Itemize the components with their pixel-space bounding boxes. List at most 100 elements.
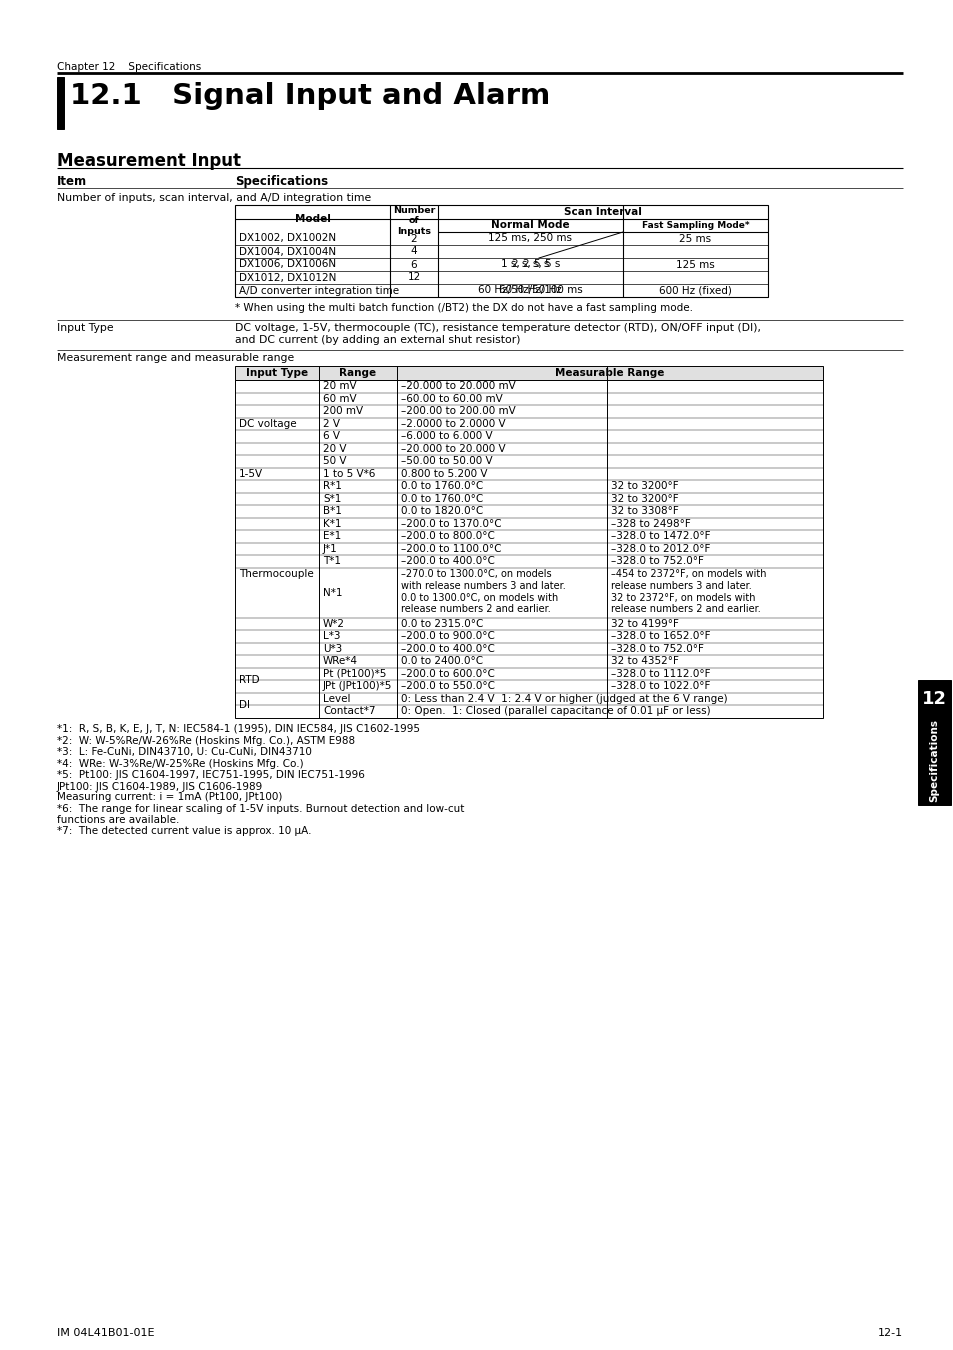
Text: –6.000 to 6.000 V: –6.000 to 6.000 V — [400, 431, 492, 441]
Text: –328.0 to 1472.0°F: –328.0 to 1472.0°F — [610, 532, 710, 541]
Text: R*1: R*1 — [323, 481, 341, 491]
Bar — [234, 205, 767, 297]
Text: L*3: L*3 — [323, 632, 340, 641]
Text: DX1004, DX1004N: DX1004, DX1004N — [239, 247, 335, 256]
Text: 1-5V: 1-5V — [239, 468, 263, 479]
Text: DX1002, DX1002N: DX1002, DX1002N — [239, 234, 335, 243]
Text: RTD: RTD — [239, 675, 259, 684]
Text: 12-1: 12-1 — [877, 1328, 902, 1338]
Text: S*1: S*1 — [323, 494, 341, 504]
Text: IM 04L41B01-01E: IM 04L41B01-01E — [57, 1328, 154, 1338]
Text: DC voltage: DC voltage — [239, 418, 296, 429]
Text: 600 Hz (fixed): 600 Hz (fixed) — [659, 285, 731, 296]
Text: *5:  Pt100: JIS C1604-1997, IEC751-1995, DIN IEC751-1996: *5: Pt100: JIS C1604-1997, IEC751-1995, … — [57, 771, 364, 780]
Text: –454 to 2372°F, on models with
release numbers 3 and later.
32 to 2372°F, on mod: –454 to 2372°F, on models with release n… — [610, 570, 765, 614]
Text: –200.0 to 550.0°C: –200.0 to 550.0°C — [400, 682, 495, 691]
Text: W*2: W*2 — [323, 618, 345, 629]
Text: 0.800 to 5.200 V: 0.800 to 5.200 V — [400, 468, 487, 479]
Text: Level: Level — [323, 694, 350, 703]
Text: Measurable Range: Measurable Range — [555, 369, 664, 378]
Text: Input Type: Input Type — [246, 369, 308, 378]
Text: Chapter 12    Specifications: Chapter 12 Specifications — [57, 62, 201, 72]
Text: –200.0 to 800.0°C: –200.0 to 800.0°C — [400, 532, 495, 541]
Text: 0.0 to 1760.0°C: 0.0 to 1760.0°C — [400, 481, 483, 491]
Text: *6:  The range for linear scaling of 1-5V inputs. Burnout detection and low-cut: *6: The range for linear scaling of 1-5V… — [57, 805, 464, 814]
Bar — [234, 366, 822, 379]
Text: –50.00 to 50.00 V: –50.00 to 50.00 V — [400, 456, 492, 466]
Text: 1 s, 2 s, 5 s: 1 s, 2 s, 5 s — [500, 259, 559, 270]
Text: *1:  R, S, B, K, E, J, T, N: IEC584-1 (1995), DIN IEC584, JIS C1602-1995: *1: R, S, B, K, E, J, T, N: IEC584-1 (19… — [57, 725, 419, 734]
Text: 2 s, 5 s: 2 s, 5 s — [511, 259, 549, 270]
Text: 32 to 3308°F: 32 to 3308°F — [610, 506, 678, 516]
Text: 125 ms, 250 ms: 125 ms, 250 ms — [488, 234, 572, 243]
Text: –20.000 to 20.000 mV: –20.000 to 20.000 mV — [400, 381, 516, 392]
Text: –328.0 to 1022.0°F: –328.0 to 1022.0°F — [610, 682, 710, 691]
Bar — [917, 680, 950, 805]
Text: Specifications: Specifications — [234, 176, 328, 188]
Text: DX1006, DX1006N: DX1006, DX1006N — [239, 259, 335, 270]
Text: 2 V: 2 V — [323, 418, 339, 429]
Text: DC voltage, 1-5V, thermocouple (TC), resistance temperature detector (RTD), ON/O: DC voltage, 1-5V, thermocouple (TC), res… — [234, 323, 760, 344]
Text: J*1: J*1 — [323, 544, 337, 554]
Text: *2:  W: W-5%Re/W-26%Re (Hoskins Mfg. Co.), ASTM E988: *2: W: W-5%Re/W-26%Re (Hoskins Mfg. Co.)… — [57, 736, 355, 747]
Text: 0.0 to 2400.0°C: 0.0 to 2400.0°C — [400, 656, 482, 667]
Text: –200.0 to 1100.0°C: –200.0 to 1100.0°C — [400, 544, 501, 554]
Text: N*1: N*1 — [323, 587, 342, 598]
Text: 4: 4 — [410, 247, 416, 256]
Text: *3:  L: Fe-CuNi, DIN43710, U: Cu-CuNi, DIN43710: *3: L: Fe-CuNi, DIN43710, U: Cu-CuNi, DI… — [57, 748, 312, 757]
Text: 60 mV: 60 mV — [323, 394, 356, 404]
Text: –328.0 to 752.0°F: –328.0 to 752.0°F — [610, 556, 703, 566]
Text: 0.0 to 1820.0°C: 0.0 to 1820.0°C — [400, 506, 483, 516]
Text: 0.0 to 1760.0°C: 0.0 to 1760.0°C — [400, 494, 483, 504]
Text: Item: Item — [57, 176, 87, 188]
Text: –2.0000 to 2.0000 V: –2.0000 to 2.0000 V — [400, 418, 505, 429]
Text: Specifications: Specifications — [928, 720, 939, 802]
Bar — [234, 379, 822, 717]
Text: *7:  The detected current value is approx. 10 μA.: *7: The detected current value is approx… — [57, 826, 312, 837]
Text: –328.0 to 1112.0°F: –328.0 to 1112.0°F — [610, 668, 710, 679]
Text: 1 to 5 V*6: 1 to 5 V*6 — [323, 468, 375, 479]
Text: 0: Open.  1: Closed (parallel capacitance of 0.01 μF or less): 0: Open. 1: Closed (parallel capacitance… — [400, 706, 710, 717]
Text: U*3: U*3 — [323, 644, 342, 653]
Text: –20.000 to 20.000 V: –20.000 to 20.000 V — [400, 444, 505, 454]
Text: WRe*4: WRe*4 — [323, 656, 357, 667]
Text: Model: Model — [294, 213, 330, 224]
Text: DX1012, DX1012N: DX1012, DX1012N — [239, 273, 336, 282]
Text: –200.0 to 400.0°C: –200.0 to 400.0°C — [400, 556, 495, 566]
Text: Input Type: Input Type — [57, 323, 113, 333]
Text: Normal Mode: Normal Mode — [491, 220, 569, 231]
Text: 32 to 4199°F: 32 to 4199°F — [610, 618, 679, 629]
Text: 50 V: 50 V — [323, 456, 346, 466]
Text: A/D converter integration time: A/D converter integration time — [239, 285, 398, 296]
Text: –270.0 to 1300.0°C, on models
with release numbers 3 and later.
0.0 to 1300.0°C,: –270.0 to 1300.0°C, on models with relea… — [400, 570, 565, 614]
Text: T*1: T*1 — [323, 556, 340, 566]
Text: –328 to 2498°F: –328 to 2498°F — [610, 518, 690, 529]
Text: JPt (JPt100)*5: JPt (JPt100)*5 — [323, 682, 392, 691]
Text: K*1: K*1 — [323, 518, 341, 529]
Text: –328.0 to 752.0°F: –328.0 to 752.0°F — [610, 644, 703, 653]
Text: *4:  WRe: W-3%Re/W-25%Re (Hoskins Mfg. Co.): *4: WRe: W-3%Re/W-25%Re (Hoskins Mfg. Co… — [57, 759, 303, 769]
Text: 0: Less than 2.4 V  1: 2.4 V or higher (judged at the 6 V range): 0: Less than 2.4 V 1: 2.4 V or higher (j… — [400, 694, 727, 703]
Text: 60 Hz/50 Hz: 60 Hz/50 Hz — [498, 285, 561, 296]
Text: DI: DI — [239, 701, 250, 710]
Text: 12.1   Signal Input and Alarm: 12.1 Signal Input and Alarm — [70, 82, 550, 109]
Text: 20 mV: 20 mV — [323, 381, 356, 392]
Text: 20 V: 20 V — [323, 444, 346, 454]
Text: Scan Interval: Scan Interval — [563, 207, 641, 217]
Text: Fast Sampling Mode*: Fast Sampling Mode* — [641, 221, 748, 230]
Text: B*1: B*1 — [323, 506, 341, 516]
Text: –328.0 to 1652.0°F: –328.0 to 1652.0°F — [610, 632, 710, 641]
Text: –200.00 to 200.00 mV: –200.00 to 200.00 mV — [400, 406, 516, 416]
Text: –200.0 to 400.0°C: –200.0 to 400.0°C — [400, 644, 495, 653]
Text: –200.0 to 900.0°C: –200.0 to 900.0°C — [400, 632, 495, 641]
Bar — [57, 77, 64, 130]
Text: 12: 12 — [407, 273, 420, 282]
Text: Measurement Input: Measurement Input — [57, 153, 241, 170]
Text: Number of inputs, scan interval, and A/D integration time: Number of inputs, scan interval, and A/D… — [57, 193, 371, 202]
Text: functions are available.: functions are available. — [57, 815, 179, 825]
Text: Measuring current: i = 1mA (Pt100, JPt100): Measuring current: i = 1mA (Pt100, JPt10… — [57, 792, 282, 802]
Text: –328.0 to 2012.0°F: –328.0 to 2012.0°F — [610, 544, 710, 554]
Text: E*1: E*1 — [323, 532, 341, 541]
Text: Range: Range — [339, 369, 376, 378]
Text: 32 to 4352°F: 32 to 4352°F — [610, 656, 679, 667]
